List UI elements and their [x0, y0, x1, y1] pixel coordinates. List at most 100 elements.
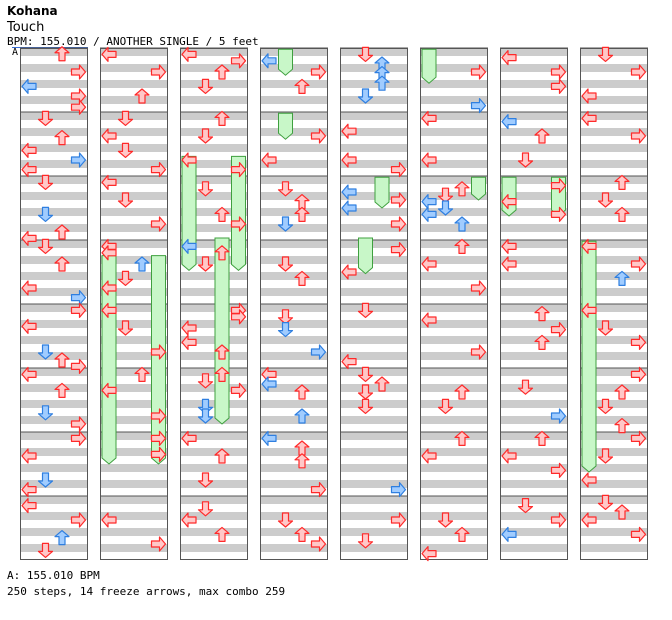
beat-stripe: [20, 336, 88, 344]
beat-stripe: [340, 320, 408, 328]
beat-stripe: [100, 528, 168, 536]
beat-stripe: [500, 240, 568, 248]
beat-stripe: [260, 80, 328, 88]
beat-stripe: [580, 464, 648, 472]
beat-stripe: [260, 544, 328, 552]
step-arrow-right: [70, 152, 87, 168]
step-arrow-down: [277, 322, 294, 338]
beat-stripe: [420, 80, 488, 88]
step-arrow-right: [630, 430, 647, 446]
beat-stripe: [580, 144, 648, 152]
step-arrow-up: [54, 256, 70, 272]
beat-stripe: [500, 496, 568, 504]
step-arrow-up: [374, 376, 390, 392]
step-arrow-right: [150, 64, 167, 80]
step-arrow-left: [341, 123, 357, 139]
step-arrow-down: [357, 533, 374, 549]
beat-stripe: [340, 192, 408, 200]
step-arrow-left: [501, 448, 517, 464]
step-arrow-up: [614, 206, 630, 222]
step-arrow-down: [277, 512, 294, 528]
step-arrow-left: [581, 110, 597, 127]
footer-bpm: A: 155.010 BPM: [7, 569, 100, 582]
step-arrow-down: [597, 46, 614, 63]
step-arrow-up: [214, 344, 230, 360]
beat-stripe: [100, 64, 168, 72]
beat-stripe: [180, 96, 248, 104]
step-arrow-left: [581, 512, 597, 528]
beat-stripe: [100, 544, 168, 552]
beat-stripe: [500, 48, 568, 56]
step-arrow-left: [21, 142, 37, 158]
beat-stripe: [580, 496, 648, 504]
beat-stripe: [340, 128, 408, 136]
step-arrow-down: [357, 88, 374, 104]
column-border: [180, 48, 248, 560]
step-arrow-right: [550, 512, 567, 528]
step-arrow-left: [421, 206, 437, 222]
beat-stripe: [260, 160, 328, 168]
beat-stripe: [20, 128, 88, 136]
step-arrow-up: [54, 224, 70, 240]
step-arrow-down: [357, 366, 374, 382]
beat-stripe: [340, 512, 408, 520]
step-arrow-down: [197, 181, 214, 197]
beat-stripe: [420, 384, 488, 392]
step-arrow-up: [534, 306, 550, 322]
step-arrow-up: [614, 270, 630, 286]
beat-stripe: [340, 448, 408, 456]
step-arrow-left: [421, 256, 437, 272]
beat-stripe: [420, 480, 488, 488]
step-arrow-left: [21, 78, 37, 95]
step-arrow-down: [117, 142, 134, 158]
beat-stripe: [20, 256, 88, 264]
step-arrow-right: [150, 430, 167, 446]
step-arrow-left: [261, 152, 277, 168]
step-arrow-left: [21, 230, 37, 246]
beat-stripe: [180, 432, 248, 440]
step-arrow-right: [150, 408, 167, 424]
beat-stripe: [340, 80, 408, 88]
step-arrow-down: [437, 398, 454, 414]
beat-stripe: [500, 112, 568, 120]
beat-stripe: [420, 544, 488, 552]
step-arrow-down: [37, 472, 54, 488]
step-arrow-up: [134, 88, 150, 104]
beat-stripe: [260, 416, 328, 424]
beat-stripe: [180, 224, 248, 232]
beat-stripe: [260, 224, 328, 232]
beat-stripe: [100, 48, 168, 56]
step-arrow-left: [501, 49, 517, 66]
step-arrow-right: [150, 162, 167, 178]
song-title: Touch: [7, 20, 45, 35]
step-arrow-right: [550, 408, 567, 424]
beat-stripe: [260, 320, 328, 328]
step-arrow-down: [37, 238, 54, 254]
beat-stripe: [260, 336, 328, 344]
step-arrow-left: [581, 88, 597, 104]
step-arrow-left: [21, 280, 37, 296]
step-arrow-down: [437, 187, 454, 203]
step-arrow-right: [70, 416, 87, 432]
step-arrow-left: [421, 152, 437, 168]
step-arrow-left: [581, 238, 597, 254]
step-arrow-left: [101, 512, 117, 528]
beat-stripe: [100, 464, 168, 472]
step-arrow-down: [197, 472, 214, 488]
step-arrow-right: [150, 344, 167, 360]
step-arrow-left: [341, 152, 357, 168]
beat-stripe: [500, 224, 568, 232]
step-arrow-down: [37, 174, 54, 190]
step-arrow-down: [597, 494, 614, 510]
beat-stripe: [420, 448, 488, 456]
step-arrow-left: [581, 472, 597, 488]
beat-stripe: [260, 176, 328, 184]
step-arrow-up: [134, 256, 150, 272]
step-arrow-down: [277, 256, 294, 272]
beat-stripe: [20, 480, 88, 488]
step-arrow-down: [597, 398, 614, 414]
beat-stripe: [580, 48, 648, 56]
beat-stripe: [260, 48, 328, 56]
freeze-arrow: [374, 176, 390, 209]
step-arrow-left: [501, 194, 517, 210]
